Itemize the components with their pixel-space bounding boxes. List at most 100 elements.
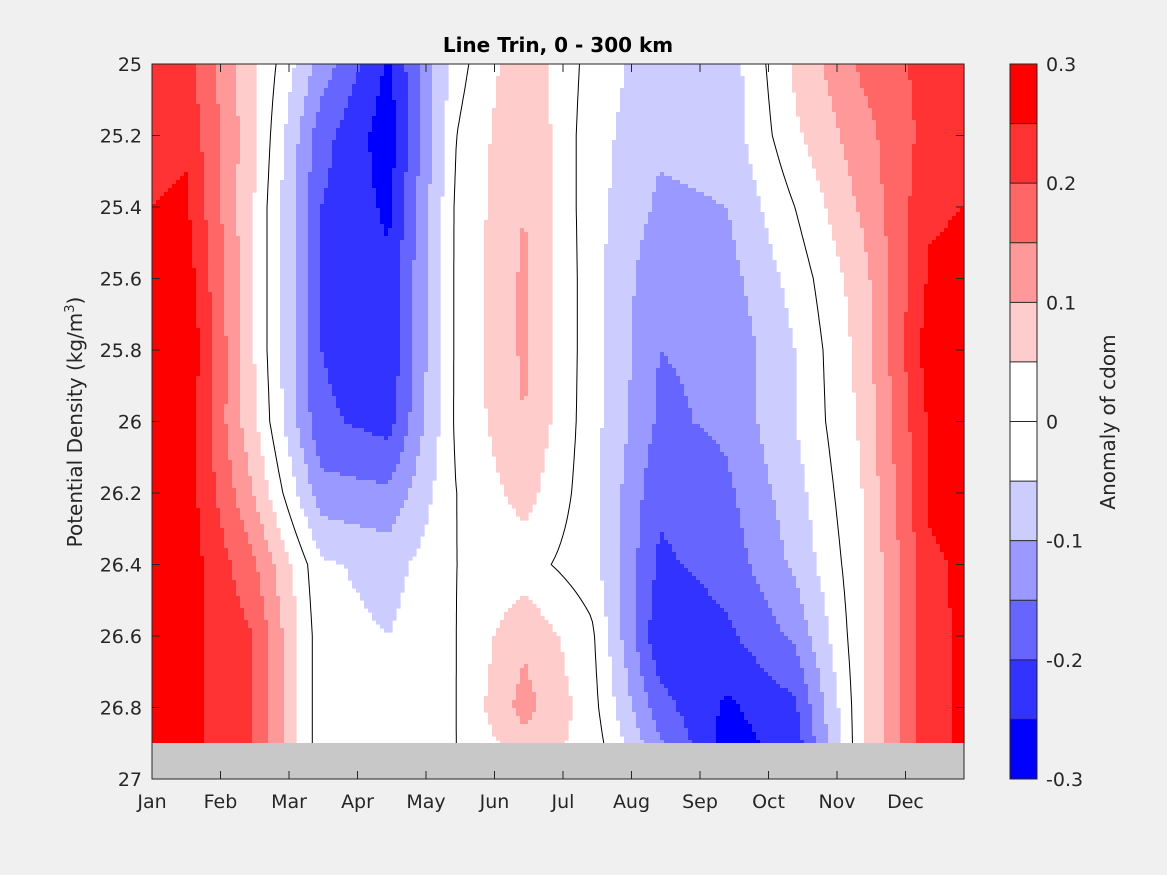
contour-cell [692, 160, 697, 165]
contour-cell [744, 176, 749, 181]
contour-cell [940, 72, 945, 77]
contour-cell [420, 84, 425, 89]
contour-cell [360, 72, 365, 77]
contour-cell [332, 104, 337, 109]
contour-cell [824, 72, 829, 77]
contour-cell [380, 80, 385, 85]
contour-cell [224, 88, 229, 93]
contour-cell [620, 128, 625, 133]
contour-cell [696, 120, 701, 125]
contour-cell [340, 156, 345, 161]
contour-cell [812, 116, 817, 121]
contour-cell [704, 120, 709, 125]
contour-cell [212, 116, 217, 121]
contour-cell [628, 136, 633, 141]
contour-cell [712, 124, 717, 129]
contour-cell [364, 124, 369, 129]
contour-cell [736, 76, 741, 81]
contour-cell [380, 96, 385, 101]
contour-cell [428, 132, 433, 137]
contour-cell [648, 116, 653, 121]
contour-cell [172, 112, 177, 117]
contour-cell [508, 172, 513, 177]
contour-cell [328, 100, 333, 105]
contour-cell [336, 88, 341, 93]
contour-cell [200, 120, 205, 125]
contour-cell [180, 96, 185, 101]
contour-cell [668, 72, 673, 77]
contour-cell [848, 180, 853, 185]
contour-cell [832, 96, 837, 101]
contour-cell [520, 132, 525, 137]
contour-cell [680, 104, 685, 109]
contour-cell [856, 84, 861, 89]
contour-cell [544, 168, 549, 173]
contour-cell [372, 112, 377, 117]
contour-cell [892, 80, 897, 85]
contour-cell [336, 76, 341, 81]
contour-cell [908, 68, 913, 73]
contour-cell [404, 64, 409, 69]
contour-cell [412, 128, 417, 133]
contour-cell [424, 104, 429, 109]
contour-cell [408, 100, 413, 105]
contour-cell [652, 132, 657, 137]
contour-cell [956, 92, 961, 97]
contour-cell [160, 68, 165, 73]
contour-cell [236, 100, 241, 105]
contour-cell [840, 156, 845, 161]
contour-cell [216, 72, 221, 77]
contour-cell [404, 124, 409, 129]
contour-cell [864, 68, 869, 73]
contour-cell [948, 100, 953, 105]
contour-cell [880, 76, 885, 81]
contour-cell [296, 160, 301, 165]
contour-cell [876, 80, 881, 85]
contour-cell [928, 140, 933, 145]
contour-cell [240, 152, 245, 157]
contour-cell [192, 176, 197, 181]
contour-cell [496, 140, 501, 145]
contour-cell [868, 136, 873, 141]
contour-cell [844, 112, 849, 117]
contour-cell [304, 156, 309, 161]
contour-cell [288, 156, 293, 161]
contour-cell [360, 108, 365, 113]
contour-cell [616, 168, 621, 173]
contour-cell [936, 108, 941, 113]
contour-cell [836, 124, 841, 129]
contour-cell [512, 92, 517, 97]
contour-cell [192, 168, 197, 173]
contour-cell [236, 84, 241, 89]
contour-cell [868, 156, 873, 161]
contour-cell [872, 84, 877, 89]
contour-cell [372, 64, 377, 69]
contour-cell [816, 144, 821, 149]
contour-cell [828, 140, 833, 145]
contour-cell [432, 164, 437, 169]
contour-cell [740, 156, 745, 161]
contour-cell [848, 148, 853, 153]
contour-cell [644, 112, 649, 117]
contour-cell [716, 104, 721, 109]
contour-cell [736, 116, 741, 121]
contour-cell [248, 104, 253, 109]
contour-cell [696, 80, 701, 85]
contour-cell [832, 116, 837, 121]
contour-cell [708, 76, 713, 81]
contour-cell [236, 164, 241, 169]
contour-cell [716, 116, 721, 121]
contour-cell [708, 116, 713, 121]
contour-cell [740, 152, 745, 157]
contour-cell [912, 148, 917, 153]
contour-cell [384, 120, 389, 125]
contour-cell [952, 108, 957, 113]
contour-cell [940, 144, 945, 149]
contour-cell [424, 100, 429, 105]
contour-cell [672, 136, 677, 141]
contour-cell [740, 168, 745, 173]
contour-cell [840, 188, 845, 193]
contour-cell [436, 92, 441, 97]
contour-cell [708, 168, 713, 173]
contour-cell [220, 172, 225, 177]
